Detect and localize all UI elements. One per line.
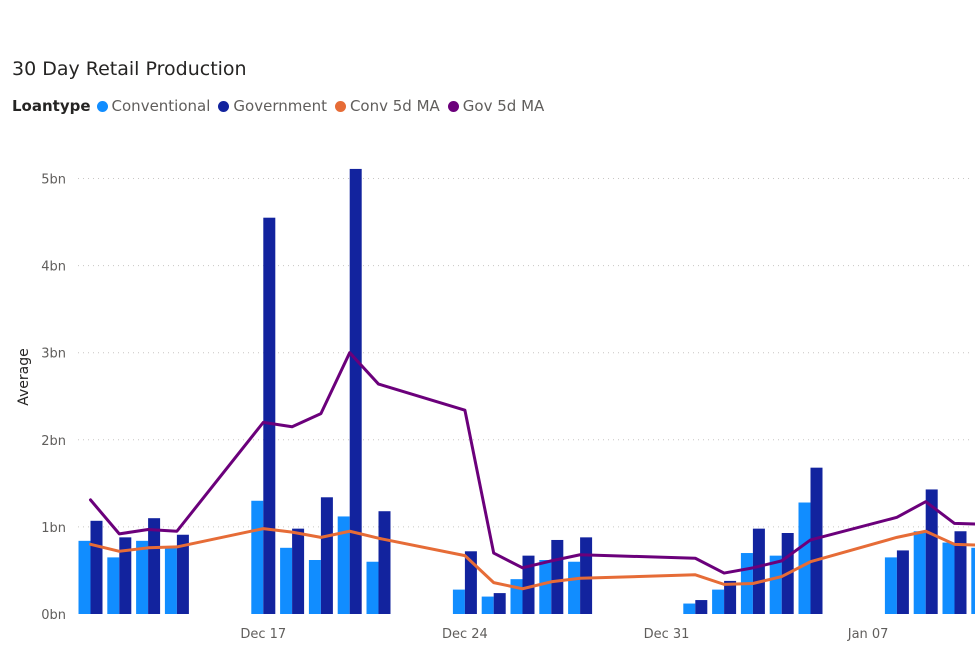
bar-government[interactable] xyxy=(493,593,506,614)
bar-conventional[interactable] xyxy=(337,516,350,614)
y-tick-label: 4bn xyxy=(41,260,66,275)
bar-government[interactable] xyxy=(954,531,967,614)
legend-marker-conventional xyxy=(96,100,108,112)
bar-government[interactable] xyxy=(522,555,535,614)
y-tick-label: 2bn xyxy=(41,434,66,449)
bar-conventional[interactable] xyxy=(971,547,975,614)
bar-government[interactable] xyxy=(292,528,305,614)
x-tick-label: Jan 07 xyxy=(847,627,889,642)
bar-government[interactable] xyxy=(752,528,765,614)
bar-government[interactable] xyxy=(695,600,708,614)
y-tick-label: 3bn xyxy=(41,347,66,362)
lines xyxy=(89,351,975,591)
bar-government[interactable] xyxy=(580,537,593,614)
bar-conventional[interactable] xyxy=(510,579,523,614)
x-axis-ticks: Dec 17 Dec 24 Dec 31 Jan 07 xyxy=(240,627,888,642)
bar-government[interactable] xyxy=(176,534,189,614)
x-tick-label: Dec 31 xyxy=(644,627,690,642)
bar-conventional[interactable] xyxy=(942,542,955,614)
bar-government[interactable] xyxy=(551,539,564,614)
bar-conventional[interactable] xyxy=(452,589,465,614)
bar-conventional[interactable] xyxy=(308,559,321,614)
x-tick-label: Dec 17 xyxy=(240,627,286,642)
legend-label-conv-5d-ma: Conv 5d MA xyxy=(349,97,440,115)
bar-government[interactable] xyxy=(724,580,737,614)
legend-marker-conv-5d-ma xyxy=(334,100,346,112)
y-axis-ticks: 0bn 1bn 2bn 3bn 4bn 5bn xyxy=(41,173,66,624)
bar-conventional[interactable] xyxy=(107,557,120,614)
bar-government[interactable] xyxy=(925,489,938,614)
bar-government[interactable] xyxy=(349,168,362,614)
bar-conventional[interactable] xyxy=(366,561,379,614)
legend-item-conventional[interactable]: Conventional xyxy=(96,97,211,115)
y-axis-title: Average xyxy=(16,348,32,406)
y-tick-label: 5bn xyxy=(41,173,66,188)
bar-government[interactable] xyxy=(119,537,132,614)
legend-title: Loantype xyxy=(12,97,91,115)
bar-conventional[interactable] xyxy=(539,559,552,614)
chart-title: 30 Day Retail Production xyxy=(12,58,247,80)
line-gov-5d-ma[interactable] xyxy=(89,351,975,575)
legend: Loantype Conventional Government Conv 5d… xyxy=(12,97,552,115)
bar-conventional[interactable] xyxy=(884,557,897,614)
bar-conventional[interactable] xyxy=(78,540,91,614)
legend-item-conv-5d-ma[interactable]: Conv 5d MA xyxy=(334,97,440,115)
bar-conventional[interactable] xyxy=(913,531,926,614)
y-tick-label: 0bn xyxy=(41,608,66,623)
bar-conventional[interactable] xyxy=(251,500,264,614)
bar-conventional[interactable] xyxy=(568,561,581,614)
bar-government[interactable] xyxy=(320,497,333,614)
bar-conventional[interactable] xyxy=(280,547,293,614)
legend-label-gov-5d-ma: Gov 5d MA xyxy=(462,97,545,115)
bar-government[interactable] xyxy=(90,520,103,614)
bar-conventional[interactable] xyxy=(798,502,811,614)
y-tick-label: 1bn xyxy=(41,521,66,536)
legend-marker-government xyxy=(218,100,230,112)
x-tick-label: Dec 24 xyxy=(442,627,488,642)
bar-conventional[interactable] xyxy=(136,540,149,614)
bar-government[interactable] xyxy=(148,518,161,614)
line-conv-5d-ma[interactable] xyxy=(89,527,975,591)
bar-conventional[interactable] xyxy=(481,596,494,614)
gridlines xyxy=(78,178,970,528)
bar-conventional[interactable] xyxy=(683,603,696,614)
bar-government[interactable] xyxy=(810,467,823,614)
legend-label-conventional: Conventional xyxy=(111,97,211,115)
bar-conventional[interactable] xyxy=(712,589,725,614)
bars xyxy=(78,168,975,614)
legend-item-gov-5d-ma[interactable]: Gov 5d MA xyxy=(447,97,545,115)
legend-label-government: Government xyxy=(233,97,327,115)
legend-marker-gov-5d-ma xyxy=(447,100,459,112)
bar-government[interactable] xyxy=(263,217,276,614)
bar-government[interactable] xyxy=(464,551,477,614)
bar-conventional[interactable] xyxy=(769,555,782,614)
legend-item-government[interactable]: Government xyxy=(218,97,327,115)
bar-conventional[interactable] xyxy=(164,547,177,614)
bar-government[interactable] xyxy=(896,550,909,614)
bar-government[interactable] xyxy=(378,511,391,614)
